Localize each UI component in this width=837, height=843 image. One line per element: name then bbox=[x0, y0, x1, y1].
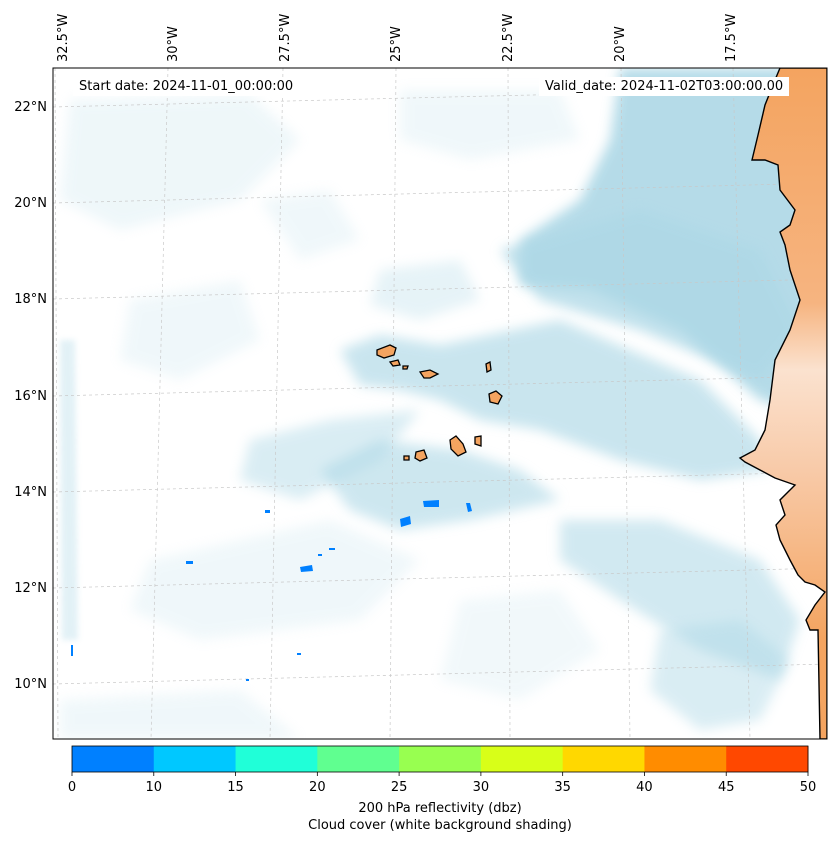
colorbar-tick-label: 20 bbox=[309, 780, 326, 795]
colorbar-swatch bbox=[399, 746, 482, 772]
lon-tick-label: 25°W bbox=[389, 26, 404, 62]
colorbar-tick-label: 10 bbox=[146, 780, 163, 795]
lat-tick-label: 10°N bbox=[14, 677, 47, 692]
reflectivity-cells bbox=[71, 500, 472, 681]
valid-date-label: Valid_date: 2024-11-02T03:00:00.00 bbox=[539, 77, 790, 96]
colorbar-tick-label: 50 bbox=[800, 780, 817, 795]
colorbar-swatch bbox=[480, 746, 564, 772]
lat-tick-labels: 22°N 20°N 18°N 16°N 14°N 12°N 10°N bbox=[14, 100, 47, 692]
lon-tick-label: 22.5°W bbox=[501, 14, 516, 62]
lat-tick-label: 22°N bbox=[14, 100, 47, 115]
colorbar-tick-label: 35 bbox=[554, 780, 571, 795]
colorbar-swatch bbox=[562, 746, 645, 772]
colorbar-tick-label: 45 bbox=[718, 780, 735, 795]
lon-tick-label: 30°W bbox=[166, 26, 181, 62]
colorbar-swatch bbox=[644, 746, 727, 772]
colorbar-tick-label: 25 bbox=[391, 780, 408, 795]
colorbar-swatch bbox=[726, 746, 809, 772]
colorbar-swatch bbox=[72, 746, 155, 772]
lat-tick-label: 12°N bbox=[14, 581, 47, 596]
colorbar-swatch bbox=[153, 746, 237, 772]
lon-tick-label: 32.5°W bbox=[56, 14, 71, 62]
lat-tick-label: 16°N bbox=[14, 389, 47, 404]
lat-tick-label: 18°N bbox=[14, 292, 47, 307]
colorbar-tick-label: 0 bbox=[68, 780, 76, 795]
colorbar-tick-label: 30 bbox=[473, 780, 490, 795]
colorbar-tick-label: 15 bbox=[227, 780, 244, 795]
cape-verde-islands bbox=[376, 344, 503, 462]
lon-tick-label: 17.5°W bbox=[724, 14, 739, 62]
lat-tick-label: 14°N bbox=[14, 485, 47, 500]
colorbar: 0 10 15 20 25 30 35 40 45 50 bbox=[68, 745, 817, 795]
start-date-label: Start date: 2024-11-01_00:00:00 bbox=[73, 77, 300, 96]
map-content bbox=[53, 68, 827, 739]
lat-tick-label: 20°N bbox=[14, 196, 47, 211]
colorbar-swatch bbox=[235, 746, 318, 772]
colorbar-sublabel: Cloud cover (white background shading) bbox=[308, 818, 572, 833]
lon-tick-label: 27.5°W bbox=[278, 14, 293, 62]
africa-coast-land bbox=[738, 68, 827, 739]
colorbar-label: 200 hPa reflectivity (dbz) bbox=[358, 801, 522, 816]
lon-tick-labels: 32.5°W 30°W 27.5°W 25°W 22.5°W 20°W 17.5… bbox=[56, 14, 739, 62]
colorbar-tick-label: 40 bbox=[636, 780, 653, 795]
colorbar-swatch bbox=[317, 746, 400, 772]
cloud-cover-shading bbox=[60, 68, 827, 739]
lon-tick-label: 20°W bbox=[613, 26, 628, 62]
graticule bbox=[53, 68, 827, 739]
